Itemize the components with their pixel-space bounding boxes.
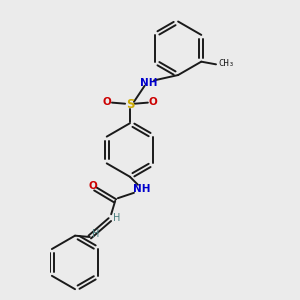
Text: H: H <box>113 213 120 223</box>
Text: NH: NH <box>140 78 158 88</box>
Text: O: O <box>148 97 157 107</box>
Text: O: O <box>103 97 112 107</box>
Text: CH₃: CH₃ <box>218 58 234 68</box>
Text: NH: NH <box>133 184 151 194</box>
Text: O: O <box>88 181 98 191</box>
Text: S: S <box>126 98 134 111</box>
Text: H: H <box>92 229 99 239</box>
